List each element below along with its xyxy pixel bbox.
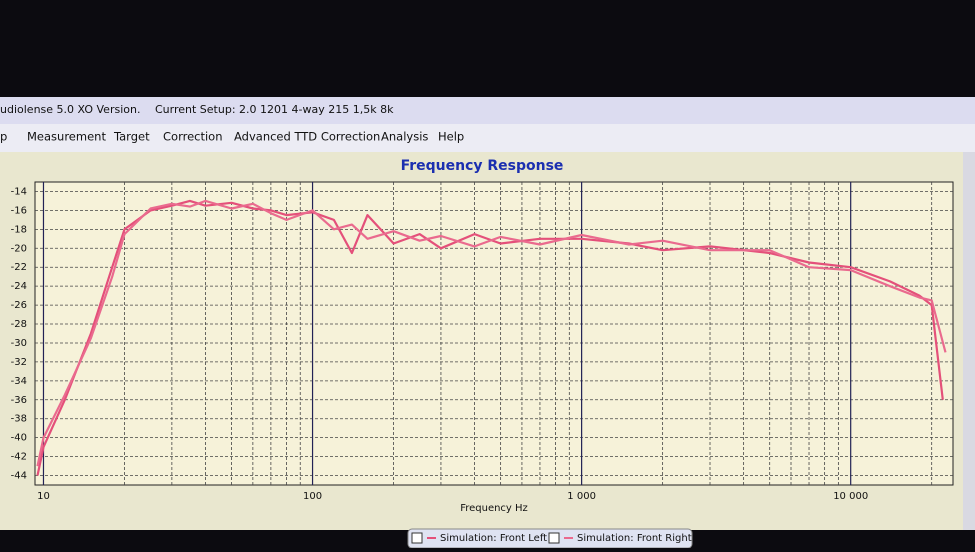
y-tick-label: -36 <box>11 395 27 406</box>
current-setup: Current Setup: 2.0 1201 4-way 215 1,5k 8… <box>155 103 394 116</box>
menu-item[interactable]: Target <box>113 130 150 144</box>
legend-items: Simulation: Front Left Simulation: Front … <box>411 532 692 544</box>
x-tick-label: 100 <box>303 491 322 502</box>
title-bar <box>0 97 975 124</box>
legend-checkbox[interactable] <box>411 532 423 544</box>
menu-item[interactable]: p <box>0 130 7 144</box>
y-tick-label: -42 <box>11 452 27 463</box>
y-tick-label: -30 <box>11 338 27 349</box>
chart-title: Frequency Response <box>401 158 564 174</box>
x-tick-label: 10 000 <box>833 491 868 502</box>
y-tick-label: -38 <box>11 414 27 425</box>
y-tick-label: -22 <box>11 262 27 273</box>
menu-item[interactable]: Help <box>438 130 464 144</box>
x-tick-label: 10 <box>37 491 50 502</box>
menu-bar <box>0 124 975 152</box>
y-tick-label: -24 <box>11 281 27 292</box>
y-tick-label: -44 <box>11 471 27 482</box>
y-tick-label: -16 <box>11 205 27 216</box>
x-axis-label: Frequency Hz <box>460 503 528 514</box>
y-tick-label: -32 <box>11 357 27 368</box>
scrollbar <box>963 152 975 530</box>
menu-item[interactable]: Correction <box>163 130 223 144</box>
y-tick-label: -18 <box>11 224 27 235</box>
legend-label: Simulation: Front Left <box>440 533 547 544</box>
y-tick-label: -14 <box>11 186 27 197</box>
y-tick-label: -28 <box>11 319 27 330</box>
y-tick-label: -20 <box>11 243 27 254</box>
app-title: udiolense 5.0 XO Version. <box>0 103 140 116</box>
menu-item[interactable]: Advanced TTD Correction <box>234 130 380 144</box>
x-tick-label: 1 000 <box>567 491 596 502</box>
y-tick-label: -34 <box>11 376 27 387</box>
plot-area <box>34 181 954 486</box>
menu: p Measurement Target Correction Advanced TTD… <box>0 130 464 144</box>
menu-item[interactable]: Analysis <box>381 130 428 144</box>
menu-item[interactable]: Measurement <box>27 130 106 144</box>
lines <box>36 199 947 476</box>
grid: -14 -16 -18 -20 -22 -24 -26 -28 -30 -32 -34 -36 -38 -… <box>11 182 953 502</box>
y-tick-label: -26 <box>11 300 27 311</box>
y-tick-label: -40 <box>11 433 27 444</box>
legend-label: Simulation: Front Right <box>577 533 692 544</box>
series-line <box>36 199 947 467</box>
legend-checkbox[interactable] <box>548 532 560 544</box>
